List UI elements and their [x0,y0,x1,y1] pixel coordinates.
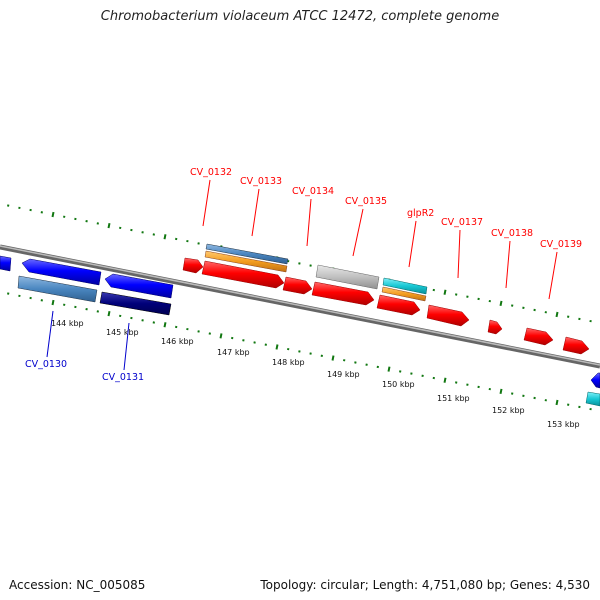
inner-track-tick [107,311,111,317]
leader-line [306,198,312,247]
kbp-label: 147 kbp [217,348,250,357]
gene-cv0132-arrow[interactable] [182,257,204,274]
feature-bar-steel-rev[interactable] [17,275,98,303]
feature-bar-steel[interactable] [205,243,289,265]
gene-cv0134-arrow[interactable] [282,276,313,295]
leader-line [548,251,558,300]
gene-cv0137b-arrow[interactable] [487,319,503,335]
gene-cv0139-arrow[interactable] [562,336,590,355]
map-title: Chromobacterium violaceum ATCC 12472, co… [100,9,500,24]
kbp-label: 152 kbp [492,406,525,415]
outer-track-tick [163,234,167,240]
leader-line [408,220,417,268]
forward-feature-bars [204,243,428,302]
inner-track-tick [275,344,279,350]
feature-bar-cyan-rev[interactable] [585,391,600,407]
inner-track-tick [163,322,167,328]
inner-track-tick [443,377,447,383]
gene-cv0140-arrow[interactable] [590,372,600,389]
outer-track-tick [51,211,55,218]
forward-strand-genes [182,257,590,355]
kbp-label: 150 kbp [382,380,415,389]
inner-tick-track [7,292,592,411]
inner-track-tick [219,333,223,339]
gene-cv0129-arrow[interactable] [0,255,12,272]
gene-label-forward[interactable]: CV_0134 [292,186,334,197]
outer-track-tick [107,223,111,229]
forward-gene-labels: CV_0132 CV_0133 CV_0134 CV_0135 glpR2 CV_0137… [190,167,582,300]
gene-label-forward[interactable]: CV_0135 [345,196,387,207]
inner-track-tick [331,355,335,361]
kbp-label: 145 kbp [106,328,139,337]
feature-bar-gray[interactable] [315,264,380,290]
outer-track-tick [555,311,559,318]
reverse-strand-genes [0,255,600,389]
genome-backbone-highlight [0,245,600,366]
gene-label-reverse[interactable]: CV_0131 [102,372,144,383]
leader-line [123,322,130,371]
gene-label-forward[interactable]: CV_0133 [240,176,282,187]
kbp-label: 148 kbp [272,358,305,367]
leader-line [202,179,211,227]
inner-track-tick [387,366,391,372]
leader-line [251,188,260,237]
gene-cv0138-arrow[interactable] [523,327,554,346]
gene-glpr2-arrow[interactable] [376,294,421,316]
gene-label-forward[interactable]: CV_0132 [190,167,232,178]
kbp-label: 144 kbp [51,319,84,328]
gene-cv0137-arrow[interactable] [426,304,470,327]
leader-line [46,310,54,358]
outer-track-tick [443,289,447,295]
inner-track-tick [555,399,559,406]
feature-bar-orange-2[interactable] [381,286,427,302]
reverse-gene-labels: CV_0130 CV_0131 [25,310,144,383]
feature-bar-navy-rev[interactable] [99,291,172,316]
kbp-label: 149 kbp [327,370,360,379]
gene-cv0131-arrow[interactable] [104,273,174,299]
gene-label-forward[interactable]: glpR2 [407,208,434,219]
inner-track-tick [51,299,55,306]
genome-backbone [0,244,600,369]
reverse-feature-bars [17,275,600,407]
kbp-scale-labels: 144 kbp 145 kbp 146 kbp 147 kbp 148 kbp 149 k… [51,319,580,429]
gene-cv0130-arrow[interactable] [21,258,102,286]
gene-label-forward[interactable]: CV_0138 [491,228,533,239]
feature-bar-cyan[interactable] [382,277,428,295]
kbp-label: 151 kbp [437,394,470,403]
kbp-label: 153 kbp [547,420,580,429]
genome-summary: Topology: circular; Length: 4,751,080 bp… [260,578,590,592]
leader-line [457,229,461,279]
feature-bar-orange[interactable] [204,250,288,273]
gene-label-forward[interactable]: CV_0139 [540,239,582,250]
gene-label-reverse[interactable]: CV_0130 [25,359,67,370]
kbp-label: 146 kbp [161,337,194,346]
accession-label: Accession: NC_005085 [9,578,146,592]
gene-cv0135-arrow[interactable] [311,281,375,306]
gene-label-forward[interactable]: CV_0137 [441,217,483,228]
gene-cv0133-arrow[interactable] [201,260,285,289]
outer-track-tick [499,300,503,306]
inner-track-tick [499,388,503,394]
leader-line [505,240,511,289]
leader-line [352,208,364,257]
